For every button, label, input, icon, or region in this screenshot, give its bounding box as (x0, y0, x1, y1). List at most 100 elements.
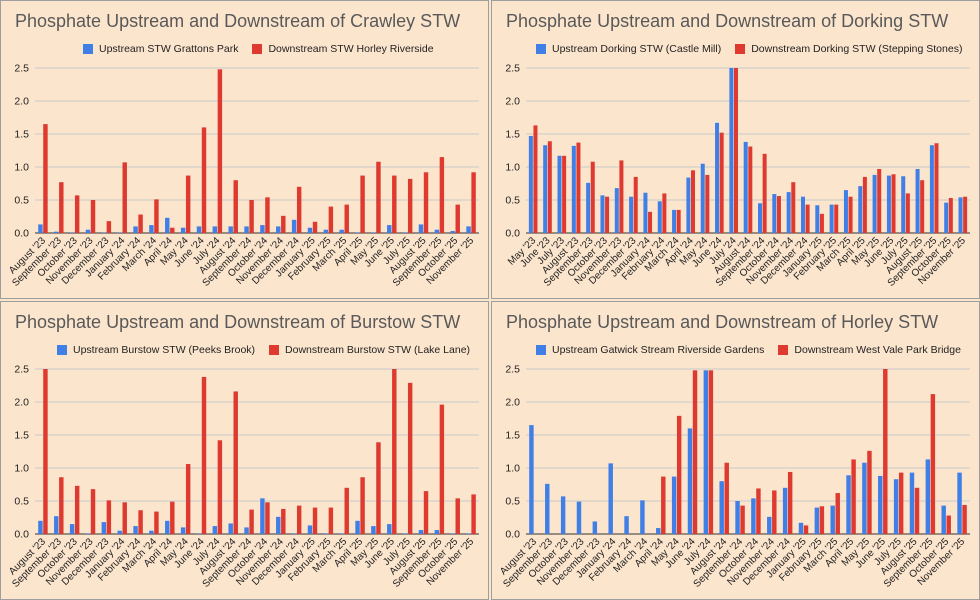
bar-upstream (133, 226, 138, 233)
bar-upstream (643, 192, 648, 233)
bar-upstream (244, 226, 249, 233)
bar-upstream (957, 472, 962, 534)
bar-downstream (805, 204, 810, 233)
bar-downstream (281, 215, 286, 233)
legend-swatch-downstream (252, 44, 263, 54)
chart-panel-burstow: Phosphate Upstream and Downstream of Bur… (0, 301, 489, 600)
bar-upstream (586, 182, 591, 233)
bar-upstream (872, 174, 877, 233)
bar-upstream (878, 475, 883, 534)
chart-legend: Upstream Gatwick Stream Riverside Garden… (536, 343, 961, 357)
bar-downstream (471, 494, 476, 534)
bar-downstream (392, 175, 397, 233)
bar-upstream (893, 479, 899, 534)
bar-downstream (930, 394, 936, 534)
bar-upstream (909, 472, 915, 534)
bar-downstream (122, 502, 127, 534)
bar-upstream (69, 524, 75, 534)
bar-upstream (291, 533, 297, 534)
y-tick-label: 1.0 (14, 463, 29, 475)
bar-downstream (170, 501, 175, 534)
bar-downstream (962, 504, 967, 534)
bar-upstream (466, 226, 471, 233)
bar-downstream (423, 172, 429, 233)
bar-upstream (196, 533, 202, 534)
bar-upstream (545, 483, 550, 534)
bar-downstream (920, 180, 925, 233)
y-tick-label: 1.0 (14, 162, 29, 174)
bar-downstream (201, 127, 207, 233)
bar-upstream (54, 516, 59, 534)
bar-upstream (600, 195, 605, 233)
bar-downstream (705, 174, 710, 233)
y-tick-label: 1.5 (14, 430, 29, 442)
bar-downstream (633, 176, 638, 233)
bar-upstream (355, 232, 360, 233)
y-tick-label: 0.5 (14, 496, 29, 508)
bar-upstream (798, 522, 804, 534)
bar-downstream (217, 440, 223, 534)
bar-upstream (291, 219, 297, 233)
bar-upstream (886, 175, 891, 233)
bar-upstream (767, 516, 772, 534)
chart-title: Phosphate Upstream and Downstream of Cra… (15, 11, 461, 31)
legend-swatch-upstream (536, 44, 546, 54)
bar-upstream (862, 462, 867, 534)
bar-upstream (355, 520, 360, 534)
y-tick-label: 0.0 (14, 529, 29, 541)
bar-downstream (74, 485, 80, 534)
bar-downstream (106, 221, 112, 233)
bar-downstream (296, 186, 302, 233)
chart-title: Phosphate Upstream and Downstream of Hor… (506, 312, 939, 332)
bar-upstream (830, 505, 835, 534)
bar-upstream (846, 475, 851, 534)
bar-downstream (691, 170, 696, 233)
bar-downstream (708, 370, 714, 534)
bar-downstream (648, 211, 653, 233)
bar-upstream (101, 522, 107, 534)
bar-upstream (529, 425, 534, 534)
bar-upstream (196, 226, 202, 233)
bar-downstream (201, 376, 207, 534)
bar-upstream (228, 226, 233, 233)
bar-downstream (914, 487, 920, 534)
bar-downstream (948, 198, 953, 233)
bar-upstream (743, 141, 748, 233)
bar-upstream (815, 205, 820, 233)
bar-downstream (676, 415, 682, 534)
chart-title: Phosphate Upstream and Downstream of Bur… (15, 312, 461, 332)
bar-upstream (165, 217, 170, 233)
y-tick-label: 2.5 (14, 63, 29, 75)
legend-swatch-downstream (269, 345, 280, 355)
bar-downstream (43, 369, 48, 534)
bar-downstream (423, 491, 429, 534)
bar-upstream (276, 226, 281, 233)
bar-upstream (133, 526, 138, 534)
bar-downstream (692, 370, 698, 534)
bar-downstream (819, 213, 824, 233)
bar-upstream (700, 163, 705, 233)
bar-downstream (265, 197, 270, 233)
bar-downstream (963, 196, 968, 233)
bar-downstream (791, 182, 796, 233)
bar-downstream (891, 174, 896, 233)
bar-downstream (265, 502, 270, 534)
bar-downstream (439, 404, 445, 534)
y-tick-label: 1.5 (505, 430, 520, 442)
bar-downstream (90, 489, 96, 534)
bar-downstream (90, 200, 96, 233)
bar-downstream (848, 196, 853, 233)
bar-upstream (371, 232, 376, 233)
bar-downstream (867, 450, 872, 534)
bar-upstream (958, 197, 963, 233)
bar-upstream (672, 209, 677, 233)
bar-upstream (212, 526, 218, 534)
legend-swatch-downstream (778, 345, 789, 355)
bar-upstream (371, 526, 376, 534)
bar-downstream (762, 153, 767, 233)
bar-upstream (858, 186, 863, 233)
y-tick-label: 2.5 (505, 364, 520, 376)
